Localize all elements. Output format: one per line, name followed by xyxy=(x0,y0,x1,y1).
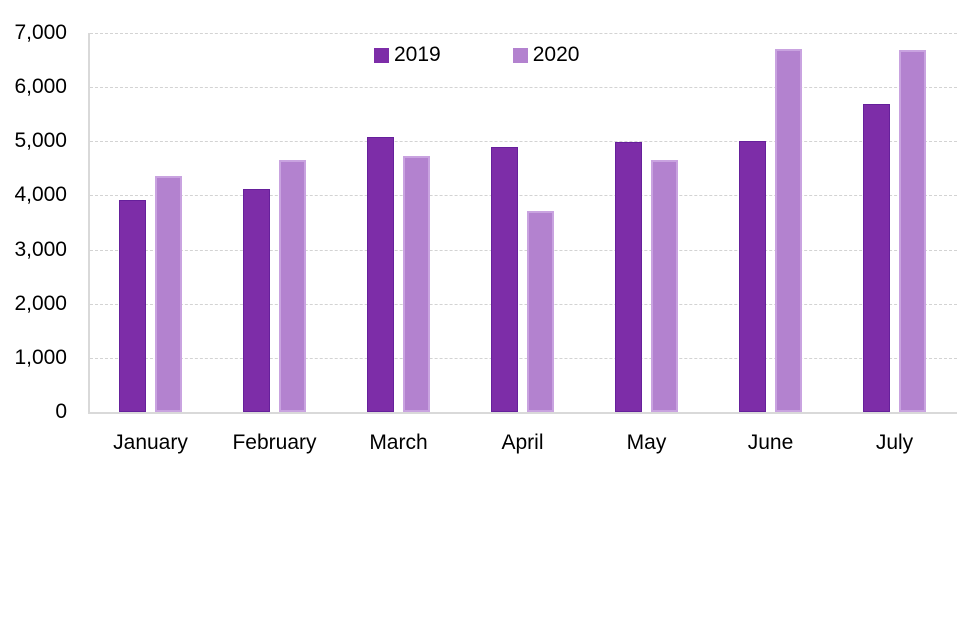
bar-2019-june xyxy=(739,141,766,412)
bar-2019-july xyxy=(863,104,890,412)
bar-2020-february xyxy=(279,160,306,412)
legend-label-2020: 2020 xyxy=(532,43,580,66)
x-axis-tick-label: January xyxy=(113,431,188,454)
y-axis-tick-label: 7,000 xyxy=(14,21,67,44)
x-axis-tick-label: March xyxy=(369,431,428,454)
legend-swatch-2019 xyxy=(374,47,389,63)
x-axis-tick-label: May xyxy=(626,431,667,454)
bar-2020-march xyxy=(403,156,430,412)
gridline xyxy=(90,249,957,251)
bar-2020-june xyxy=(775,49,802,412)
legend-swatch-2020 xyxy=(512,47,528,63)
bar-2019-january xyxy=(119,200,146,412)
x-axis-tick-label: June xyxy=(747,431,794,454)
bar-2019-april xyxy=(491,147,518,412)
legend-item-2019: 2019 xyxy=(374,43,441,67)
plot-area xyxy=(88,33,957,414)
gridline xyxy=(90,87,957,89)
bar-2019-may xyxy=(615,142,642,412)
x-axis-tick-label: April xyxy=(501,431,544,454)
y-axis-tick-label: 1,000 xyxy=(14,345,67,369)
y-axis-tick-label: 6,000 xyxy=(14,75,67,99)
gridline xyxy=(90,195,957,197)
x-axis-tick-label: February xyxy=(232,431,317,454)
y-axis-tick-label: 3,000 xyxy=(14,237,67,261)
gridline xyxy=(90,141,957,143)
legend-item-2020: 2020 xyxy=(512,43,580,67)
gridline xyxy=(90,357,957,359)
bar-2020-july xyxy=(899,50,926,412)
x-axis-tick-label: July xyxy=(875,431,914,454)
y-axis-tick-label: 2,000 xyxy=(14,291,67,315)
gridline xyxy=(90,33,957,34)
legend: 2019 2020 xyxy=(374,43,579,67)
bar-2019-march xyxy=(367,137,394,412)
y-axis-tick-label: 5,000 xyxy=(14,129,67,153)
legend-label-2019: 2019 xyxy=(394,43,441,66)
gridline xyxy=(90,303,957,305)
y-axis-tick-label: 0 xyxy=(55,400,67,423)
bar-2019-february xyxy=(243,189,270,412)
bar-2020-may xyxy=(651,160,678,412)
y-axis-tick-label: 4,000 xyxy=(14,183,67,207)
bar-2020-april xyxy=(527,211,554,412)
bar-2020-january xyxy=(155,176,182,412)
